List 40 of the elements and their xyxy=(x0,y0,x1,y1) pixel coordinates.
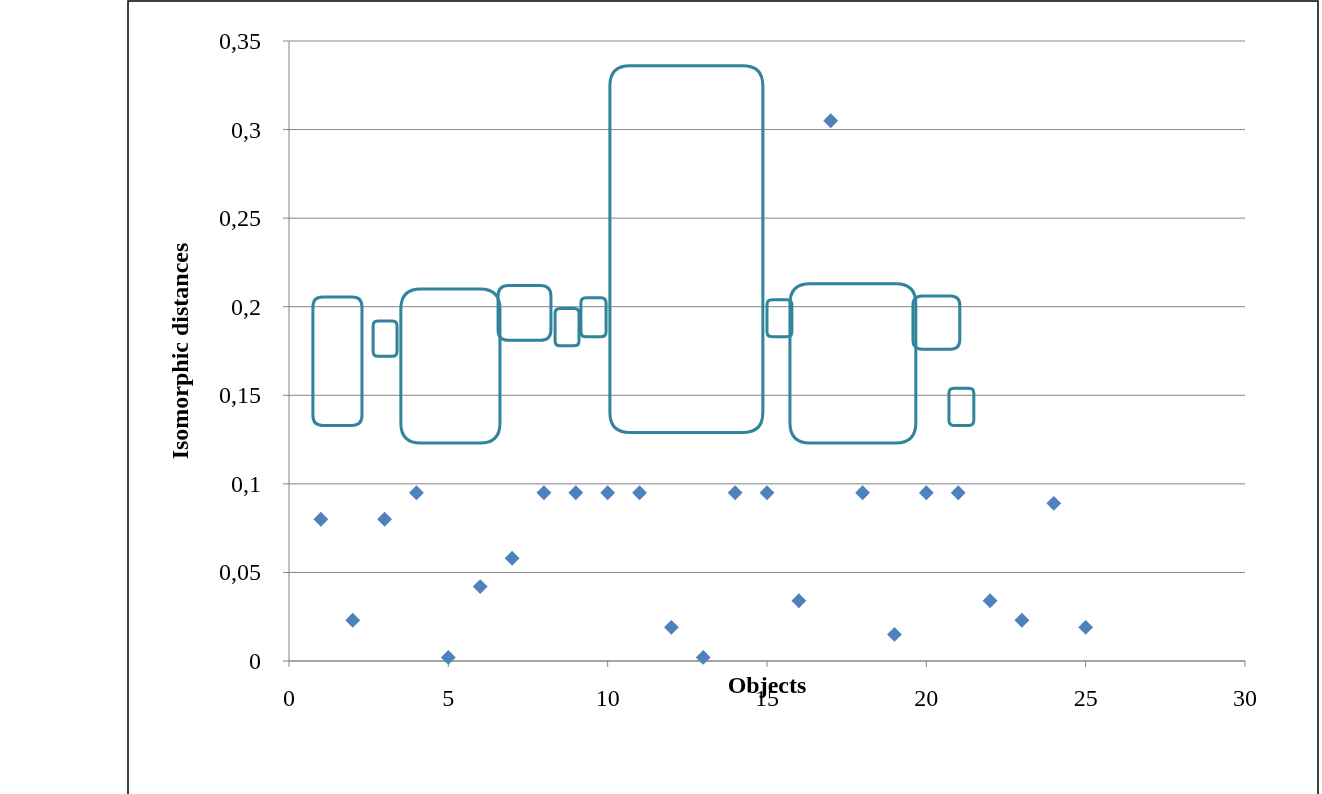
point xyxy=(472,579,488,595)
point xyxy=(823,113,839,129)
point xyxy=(632,485,647,501)
y-tick-label: 0,35 xyxy=(219,28,261,54)
y-tick-label: 0,05 xyxy=(219,559,261,586)
point xyxy=(1046,495,1062,511)
x-tick-label: 30 xyxy=(1233,685,1257,711)
x-tick-label: 10 xyxy=(595,685,620,711)
point xyxy=(440,650,456,665)
point xyxy=(918,485,934,501)
point xyxy=(600,485,616,501)
point xyxy=(313,511,329,527)
x-tick-label: 20 xyxy=(914,685,939,711)
x-tick-label: 25 xyxy=(1073,685,1098,711)
y-axis-title: Isomorphic distances xyxy=(167,242,193,460)
point xyxy=(345,612,361,628)
point xyxy=(791,593,807,609)
y-tick-label: 0,1 xyxy=(231,470,261,497)
point xyxy=(1078,619,1094,635)
x-tick-label: 0 xyxy=(283,685,295,711)
point xyxy=(504,550,520,566)
point xyxy=(1014,612,1030,628)
point xyxy=(536,485,552,501)
point xyxy=(855,485,871,501)
point xyxy=(950,485,966,501)
y-tick-label: 0,3 xyxy=(231,116,261,143)
point xyxy=(887,627,902,642)
point xyxy=(695,650,711,665)
point xyxy=(982,593,998,609)
y-tick-label: 0,2 xyxy=(231,293,261,320)
point xyxy=(759,485,775,501)
x-tick-label: 5 xyxy=(442,685,455,711)
y-tick-label: 0,15 xyxy=(219,382,261,409)
point xyxy=(377,511,393,527)
point xyxy=(568,485,584,501)
point xyxy=(727,485,743,501)
y-tick-label: 0 xyxy=(249,648,261,674)
point xyxy=(663,619,679,635)
point xyxy=(409,485,424,501)
y-tick-label: 0,25 xyxy=(219,205,261,232)
